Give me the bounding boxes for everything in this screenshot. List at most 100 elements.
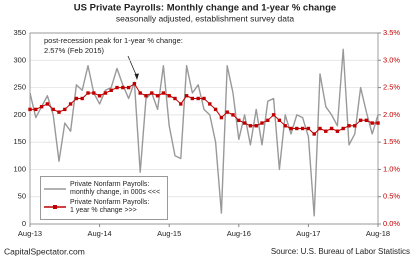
- series-marker: [161, 91, 166, 95]
- series-marker: [358, 118, 363, 123]
- y2-tick-label: 0.0%: [383, 219, 400, 228]
- series-marker: [121, 85, 125, 90]
- y-tick-label: 250: [13, 83, 26, 92]
- series-marker: [115, 85, 119, 90]
- series-line: [29, 48, 379, 217]
- series-marker: [92, 91, 96, 95]
- y2-tick-label: 1.0%: [383, 164, 400, 173]
- y2-tick-label: 3.0%: [383, 55, 400, 64]
- legend-swatch: [44, 188, 66, 190]
- y-tick-label: 200: [13, 110, 26, 119]
- annotation: post-recession peak for 1-year % change:: [44, 36, 183, 45]
- legend-label: Private Nonfarm Payrolls: 1 year % chang…: [70, 199, 150, 214]
- series-marker: [213, 107, 218, 112]
- series-marker: [277, 118, 282, 123]
- series-marker: [39, 104, 44, 109]
- series-marker: [370, 121, 374, 125]
- series-marker: [300, 126, 305, 131]
- legend-item: Private Nonfarm Payrolls: 1 year % chang…: [44, 199, 164, 215]
- series-marker: [306, 126, 311, 131]
- series-marker: [28, 107, 32, 112]
- x-tick-label: Aug-18: [366, 229, 390, 238]
- series-marker: [376, 121, 380, 125]
- series-marker: [173, 96, 177, 101]
- series-marker: [225, 110, 229, 114]
- series-marker: [318, 126, 322, 131]
- series-marker: [138, 91, 142, 95]
- series-marker: [68, 102, 73, 106]
- y2-tick-label: 1.5%: [383, 137, 400, 146]
- chart-subtitle: seasonally adjusted, establishment surve…: [116, 13, 294, 23]
- series-marker: [155, 94, 160, 98]
- y2-tick-label: 3.5%: [383, 28, 400, 37]
- y-tick-label: 100: [13, 164, 26, 173]
- legend-marker: [53, 205, 57, 209]
- series-marker: [254, 124, 258, 128]
- series-marker: [266, 118, 270, 123]
- series-marker: [242, 121, 247, 125]
- series-marker: [335, 129, 340, 133]
- chart-title: US Private Payrolls: Monthly change and …: [74, 3, 336, 14]
- series-marker: [109, 88, 113, 92]
- footer-right: Source: U.S. Bureau of Labor Statistics: [271, 247, 410, 256]
- y-tick-label: 350: [13, 28, 26, 37]
- series-marker: [126, 85, 131, 90]
- series-marker: [237, 118, 241, 123]
- plot-frame: [29, 32, 379, 225]
- series-marker: [196, 96, 200, 101]
- y2-tick-label: 0.5%: [383, 192, 400, 201]
- series-marker: [132, 82, 137, 86]
- y2-tick-label: 2.5%: [383, 83, 400, 92]
- series-marker: [97, 94, 102, 98]
- footer-left: CapitalSpectator.com: [4, 246, 85, 256]
- series-marker: [63, 107, 67, 112]
- x-tick-label: Aug-14: [88, 229, 112, 238]
- annotation-arrow: [127, 55, 138, 78]
- y-tick-label: 150: [13, 137, 26, 146]
- series-marker: [312, 132, 316, 136]
- legend-item: Private Nonfarm Payrolls: monthly change…: [44, 181, 164, 197]
- series-marker: [184, 94, 189, 98]
- series-marker: [190, 96, 195, 101]
- series-marker: [248, 124, 253, 128]
- series-marker: [353, 124, 357, 128]
- series-marker: [57, 110, 61, 114]
- series-marker: [324, 129, 328, 133]
- series-marker: [289, 126, 293, 131]
- x-tick-label: Aug-15: [157, 229, 181, 238]
- legend-swatch: [44, 205, 66, 209]
- series-marker: [295, 126, 299, 131]
- y2-tick-label: 2.0%: [383, 110, 400, 119]
- series-marker: [34, 107, 38, 112]
- series-marker: [103, 91, 108, 95]
- series-marker: [219, 115, 224, 120]
- annotation-arrowhead: [134, 73, 139, 80]
- legend: Private Nonfarm Payrolls: monthly change…: [40, 176, 168, 220]
- x-tick-label: Aug-16: [227, 229, 251, 238]
- x-tick-label: Aug-13: [18, 229, 42, 238]
- y-tick-label: 300: [13, 55, 26, 64]
- series-marker: [341, 126, 345, 131]
- y-tick-label: 0: [22, 219, 26, 228]
- series-marker: [74, 96, 79, 101]
- series-marker: [51, 107, 55, 112]
- series-marker: [80, 96, 84, 101]
- legend-label: Private Nonfarm Payrolls: monthly change…: [70, 181, 161, 196]
- series-marker: [283, 124, 287, 128]
- series-marker: [231, 113, 235, 117]
- series-marker: [364, 118, 369, 123]
- series-marker: [86, 91, 90, 95]
- series-marker: [150, 91, 154, 95]
- series-marker: [260, 121, 264, 125]
- series-marker: [167, 94, 171, 98]
- series-marker: [347, 124, 351, 128]
- series-marker: [208, 102, 212, 106]
- series-marker: [202, 96, 206, 101]
- series-marker: [329, 126, 334, 131]
- x-tick-label: Aug-17: [296, 229, 320, 238]
- series-marker: [271, 113, 276, 117]
- series-marker: [144, 94, 148, 98]
- y-tick-label: 50: [18, 192, 26, 201]
